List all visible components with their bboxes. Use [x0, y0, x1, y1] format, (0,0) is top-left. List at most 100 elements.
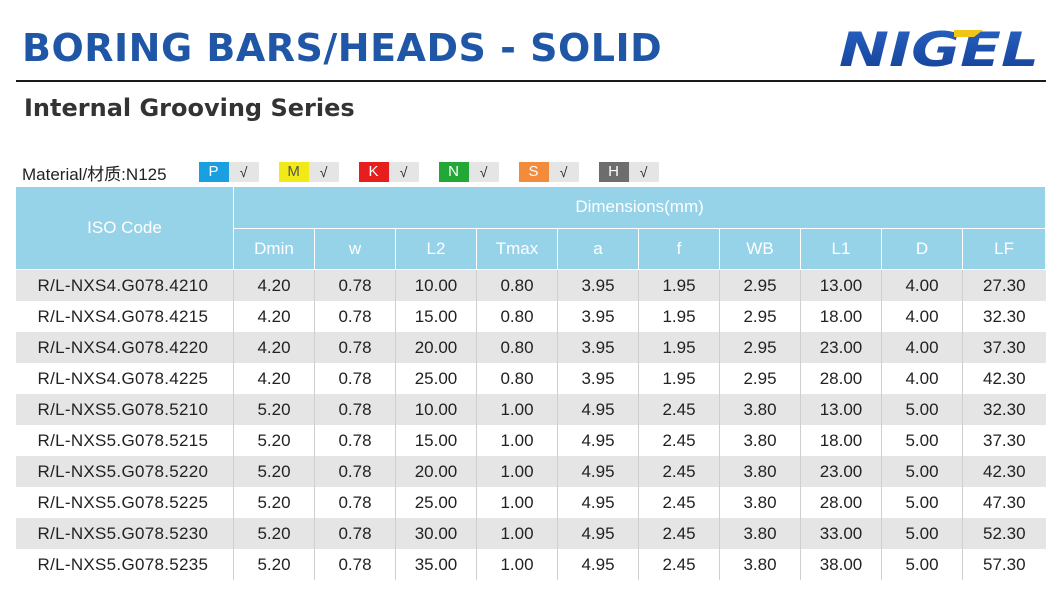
iso-code-cell: R/L-NXS5.G078.5225 [15, 487, 234, 518]
dimension-cell: 32.30 [962, 394, 1046, 425]
dimension-cell: 2.45 [638, 394, 720, 425]
dimension-cell: 18.00 [800, 301, 882, 332]
dimension-cell: 4.00 [881, 269, 963, 301]
dimension-cell: 0.78 [314, 487, 396, 518]
iso-code-cell: R/L-NXS4.G078.4210 [15, 269, 234, 301]
dimension-cell: 4.00 [881, 363, 963, 394]
badge-k: K √ [358, 162, 419, 182]
dimension-cell: 5.20 [233, 518, 315, 549]
iso-code-header: ISO Code [15, 186, 234, 270]
dimension-cell: 2.95 [719, 269, 801, 301]
dimension-cell: 37.30 [962, 425, 1046, 456]
iso-code-cell: R/L-NXS5.G078.5235 [15, 549, 234, 580]
dimension-cell: 4.20 [233, 363, 315, 394]
dimension-cell: 4.95 [557, 425, 639, 456]
column-header: WB [719, 227, 801, 270]
dimension-cell: 2.95 [719, 363, 801, 394]
dimension-cell: 20.00 [395, 332, 477, 363]
dimension-cell: 15.00 [395, 425, 477, 456]
dimension-cell: 38.00 [800, 549, 882, 580]
badge-h: H √ [598, 162, 659, 182]
column-header: f [638, 227, 720, 270]
dimension-cell: 3.80 [719, 425, 801, 456]
dimension-cell: 4.00 [881, 301, 963, 332]
column-header: L1 [800, 227, 882, 270]
dimension-cell: 5.00 [881, 425, 963, 456]
dimension-cell: 0.80 [476, 363, 558, 394]
dimension-cell: 28.00 [800, 487, 882, 518]
dimension-cell: 33.00 [800, 518, 882, 549]
series-subtitle: Internal Grooving Series [24, 94, 355, 122]
table-row: R/L-NXS4.G078.4225 4.20 0.78 25.00 0.80 3.95 1… [15, 363, 1046, 394]
column-header: LF [961, 227, 1047, 270]
dimension-cell: 1.00 [476, 487, 558, 518]
iso-code-cell: R/L-NXS4.G078.4220 [15, 332, 234, 363]
table-row: R/L-NXS5.G078.5230 5.20 0.78 30.00 1.00 4.95 2… [15, 518, 1046, 549]
dimension-cell: 3.80 [719, 394, 801, 425]
dimension-cell: 1.00 [476, 456, 558, 487]
badge-n: N √ [438, 162, 499, 182]
dimension-cell: 4.95 [557, 487, 639, 518]
badge-code: S [518, 162, 549, 182]
dimension-cell: 20.00 [395, 456, 477, 487]
table-row: R/L-NXS4.G078.4220 4.20 0.78 20.00 0.80 3.95 1… [15, 332, 1046, 363]
check-icon: √ [228, 162, 259, 182]
dimension-cell: 3.95 [557, 363, 639, 394]
dimension-cell: 5.00 [881, 487, 963, 518]
dimensions-header: Dimensions(mm) [232, 186, 1047, 229]
nigel-logo: NIGEL [839, 24, 1039, 74]
column-header: Dmin [233, 227, 315, 270]
dimension-cell: 37.30 [962, 332, 1046, 363]
dimension-cell: 2.45 [638, 518, 720, 549]
dimension-cell: 1.95 [638, 301, 720, 332]
table-row: R/L-NXS4.G078.4215 4.20 0.78 15.00 0.80 3.95 1… [15, 301, 1046, 332]
dimension-cell: 4.20 [233, 301, 315, 332]
dimension-cell: 3.80 [719, 487, 801, 518]
dimension-cell: 13.00 [800, 394, 882, 425]
column-header: a [557, 227, 639, 270]
dimension-cell: 2.95 [719, 332, 801, 363]
dimension-cell: 5.00 [881, 549, 963, 580]
column-header: L2 [395, 227, 477, 270]
dimension-cell: 47.30 [962, 487, 1046, 518]
dimension-cell: 3.95 [557, 332, 639, 363]
material-row: Material/材质:N125 P √ M √ K √ N √ S √ H √ [22, 161, 679, 184]
dimension-cell: 0.78 [314, 549, 396, 580]
dimension-cell: 25.00 [395, 363, 477, 394]
dimension-cell: 52.30 [962, 518, 1046, 549]
dimension-cell: 4.20 [233, 332, 315, 363]
dimension-cell: 5.20 [233, 394, 315, 425]
column-header: Tmax [476, 227, 558, 270]
logo-accent [954, 30, 983, 37]
dimension-cell: 30.00 [395, 518, 477, 549]
dimension-cell: 23.00 [800, 456, 882, 487]
dimension-cell: 32.30 [962, 301, 1046, 332]
dimension-cell: 3.80 [719, 518, 801, 549]
dimension-cell: 1.00 [476, 518, 558, 549]
iso-code-cell: R/L-NXS4.G078.4225 [15, 363, 234, 394]
dimension-cell: 1.95 [638, 363, 720, 394]
table-row: R/L-NXS4.G078.4210 4.20 0.78 10.00 0.80 3.95 1… [15, 269, 1046, 301]
badge-p: P √ [198, 162, 259, 182]
dimension-cell: 4.95 [557, 549, 639, 580]
dimension-cell: 3.95 [557, 301, 639, 332]
table-row: R/L-NXS5.G078.5235 5.20 0.78 35.00 1.00 4.95 2… [15, 549, 1046, 580]
dimension-cell: 4.95 [557, 456, 639, 487]
dimension-cell: 3.95 [557, 269, 639, 301]
dimension-cell: 1.95 [638, 332, 720, 363]
dimension-cell: 2.45 [638, 425, 720, 456]
dimension-cell: 42.30 [962, 363, 1046, 394]
spec-table: ISO Code Dimensions(mm) Dmin w L2 Tmax a… [15, 186, 1047, 580]
badge-code: M [278, 162, 309, 182]
check-icon: √ [308, 162, 339, 182]
dimension-cell: 0.78 [314, 456, 396, 487]
header-divider [16, 80, 1046, 82]
dimension-cell: 18.00 [800, 425, 882, 456]
iso-code-cell: R/L-NXS5.G078.5230 [15, 518, 234, 549]
badge-code: P [198, 162, 229, 182]
iso-code-cell: R/L-NXS5.G078.5220 [15, 456, 234, 487]
dimension-cell: 0.78 [314, 301, 396, 332]
dimension-cell: 2.45 [638, 487, 720, 518]
page-title: BORING BARS/HEADS - SOLID [22, 26, 663, 70]
dimension-cell: 4.95 [557, 394, 639, 425]
